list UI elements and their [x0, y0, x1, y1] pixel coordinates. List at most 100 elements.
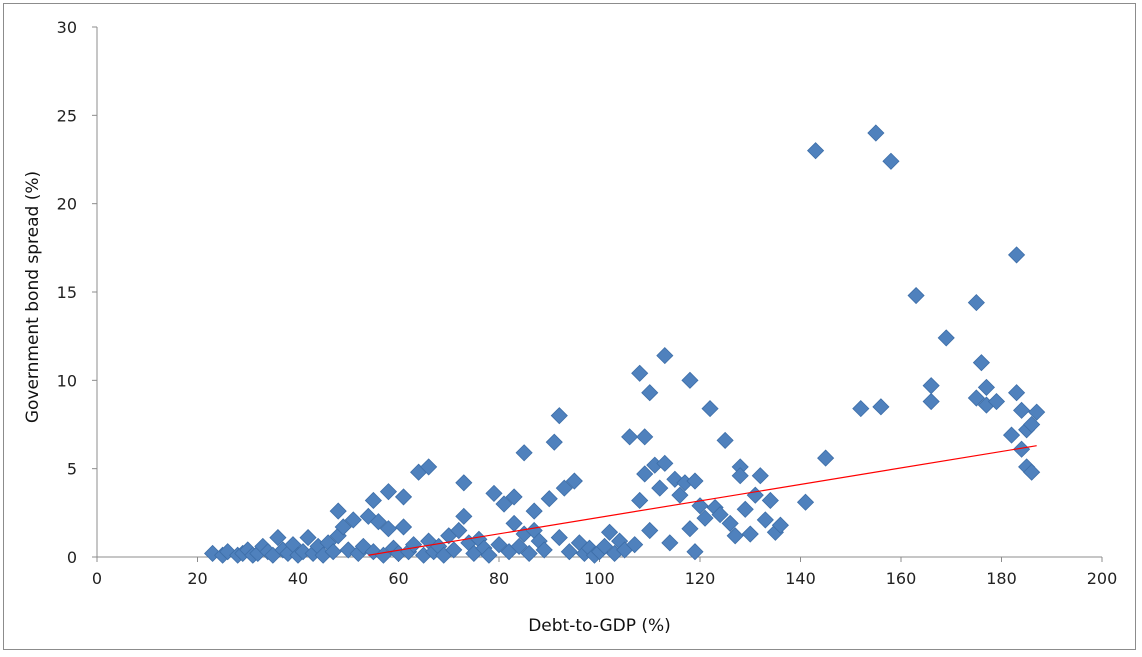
data-point: [379, 520, 398, 538]
data-point: [967, 389, 985, 407]
data-point: [485, 484, 503, 502]
data-point: [796, 493, 815, 511]
data-point: [555, 479, 573, 497]
data-point: [550, 407, 568, 425]
y-tick-label: 5: [67, 460, 77, 479]
data-point: [631, 491, 649, 510]
data-point: [907, 286, 925, 305]
data-point: [731, 467, 749, 485]
data-point: [651, 479, 669, 497]
trendline: [368, 445, 1037, 556]
x-tick-label: 0: [92, 569, 102, 588]
data-point: [716, 431, 734, 449]
data-point: [394, 518, 413, 536]
data-point: [1008, 246, 1026, 264]
data-point: [721, 514, 739, 532]
data-point: [771, 516, 789, 534]
data-point: [621, 428, 639, 446]
data-point: [525, 502, 543, 520]
data-point: [761, 491, 779, 510]
data-point: [661, 534, 679, 552]
data-point: [641, 521, 659, 540]
data-point: [369, 513, 387, 531]
y-tick-label: 0: [67, 548, 77, 567]
data-point: [741, 525, 759, 543]
data-point: [1013, 401, 1031, 419]
data-point: [922, 377, 940, 395]
data-point: [344, 511, 362, 529]
data-point: [867, 124, 885, 142]
data-point: [686, 472, 704, 490]
y-tick-label: 25: [57, 106, 77, 125]
data-point: [495, 495, 513, 513]
data-point: [455, 507, 473, 525]
y-tick-label: 15: [57, 283, 77, 302]
data-point: [852, 400, 870, 418]
data-point: [490, 536, 508, 554]
data-point: [736, 500, 754, 518]
data-point: [269, 529, 287, 547]
data-point: [751, 467, 769, 485]
x-tick-label: 40: [288, 569, 308, 588]
data-point: [872, 398, 890, 416]
data-point: [329, 502, 347, 520]
data-point: [807, 142, 825, 160]
data-point: [364, 491, 382, 510]
data-point: [480, 546, 498, 564]
x-tick-label: 180: [986, 569, 1017, 588]
data-point: [374, 546, 392, 564]
data-point: [681, 371, 699, 389]
data-points: [204, 124, 1046, 564]
data-point: [1023, 415, 1041, 434]
data-point: [636, 428, 654, 446]
data-point: [746, 486, 764, 504]
x-tick-labels: 0 20 40 60 80 100 120 140 160 180 200: [92, 569, 1117, 588]
data-point: [817, 449, 835, 467]
data-point: [967, 294, 985, 312]
x-tick-label: 200: [1087, 569, 1118, 588]
data-point: [1023, 463, 1041, 481]
data-point: [987, 392, 1006, 411]
data-point: [937, 329, 955, 347]
x-tick-label: 120: [685, 569, 716, 588]
data-point: [1013, 440, 1031, 458]
x-tick-label: 20: [187, 569, 207, 588]
data-point: [565, 472, 583, 490]
data-point: [520, 544, 538, 563]
data-point: [686, 543, 704, 561]
data-point: [550, 529, 568, 547]
data-point: [299, 529, 317, 547]
data-point: [595, 537, 614, 555]
data-point: [450, 521, 468, 540]
data-point: [515, 444, 533, 462]
data-point: [545, 433, 563, 451]
data-point: [560, 543, 578, 561]
y-axis-title: Government bond spread (%): [23, 171, 43, 423]
data-point: [379, 483, 398, 501]
data-point: [1028, 403, 1046, 421]
data-point: [726, 527, 744, 545]
data-point: [535, 541, 553, 559]
data-point: [1002, 426, 1021, 444]
data-point: [1008, 384, 1026, 402]
data-point: [882, 152, 900, 170]
data-point: [455, 474, 473, 492]
trendline-group: [368, 445, 1037, 556]
x-tick-label: 140: [785, 569, 816, 588]
data-point: [540, 490, 558, 508]
data-point: [324, 543, 342, 561]
data-point: [334, 518, 352, 536]
data-point: [641, 384, 659, 402]
x-tick-label: 100: [584, 569, 615, 588]
data-point: [505, 514, 523, 532]
data-point: [656, 347, 674, 365]
data-point: [681, 520, 699, 538]
data-point: [445, 541, 463, 559]
data-point: [711, 506, 729, 524]
data-point: [600, 523, 619, 541]
data-point: [420, 458, 438, 476]
x-tick-label: 160: [886, 569, 917, 588]
data-point: [977, 378, 995, 396]
y-tick-labels: 0 5 10 15 20 25 30: [57, 18, 77, 567]
scatter-chart: 0 20 40 60 80 100 120 140 160 180 200 0 5 10 15 20 25 30…: [23, 18, 1117, 636]
